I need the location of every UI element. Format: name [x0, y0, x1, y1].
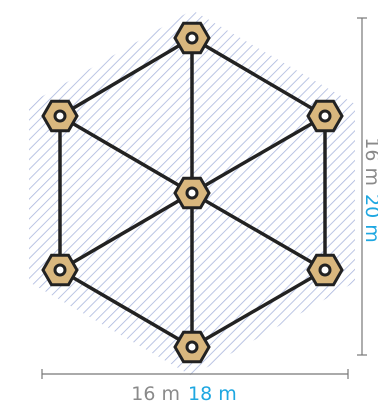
node-hole [318, 263, 332, 277]
node-hole [318, 109, 332, 123]
node-hole [53, 263, 67, 277]
dimension-lines [41, 17, 367, 379]
node-hole [53, 109, 67, 123]
node-hole [185, 340, 199, 354]
width-new: 18 m [188, 383, 237, 405]
node-hole [185, 31, 199, 45]
width-old: 16 m [131, 383, 180, 405]
height-old: 16 m [361, 137, 378, 186]
nodes [41, 21, 344, 364]
height-new: 20 m [361, 194, 378, 243]
node-hole [185, 186, 199, 200]
